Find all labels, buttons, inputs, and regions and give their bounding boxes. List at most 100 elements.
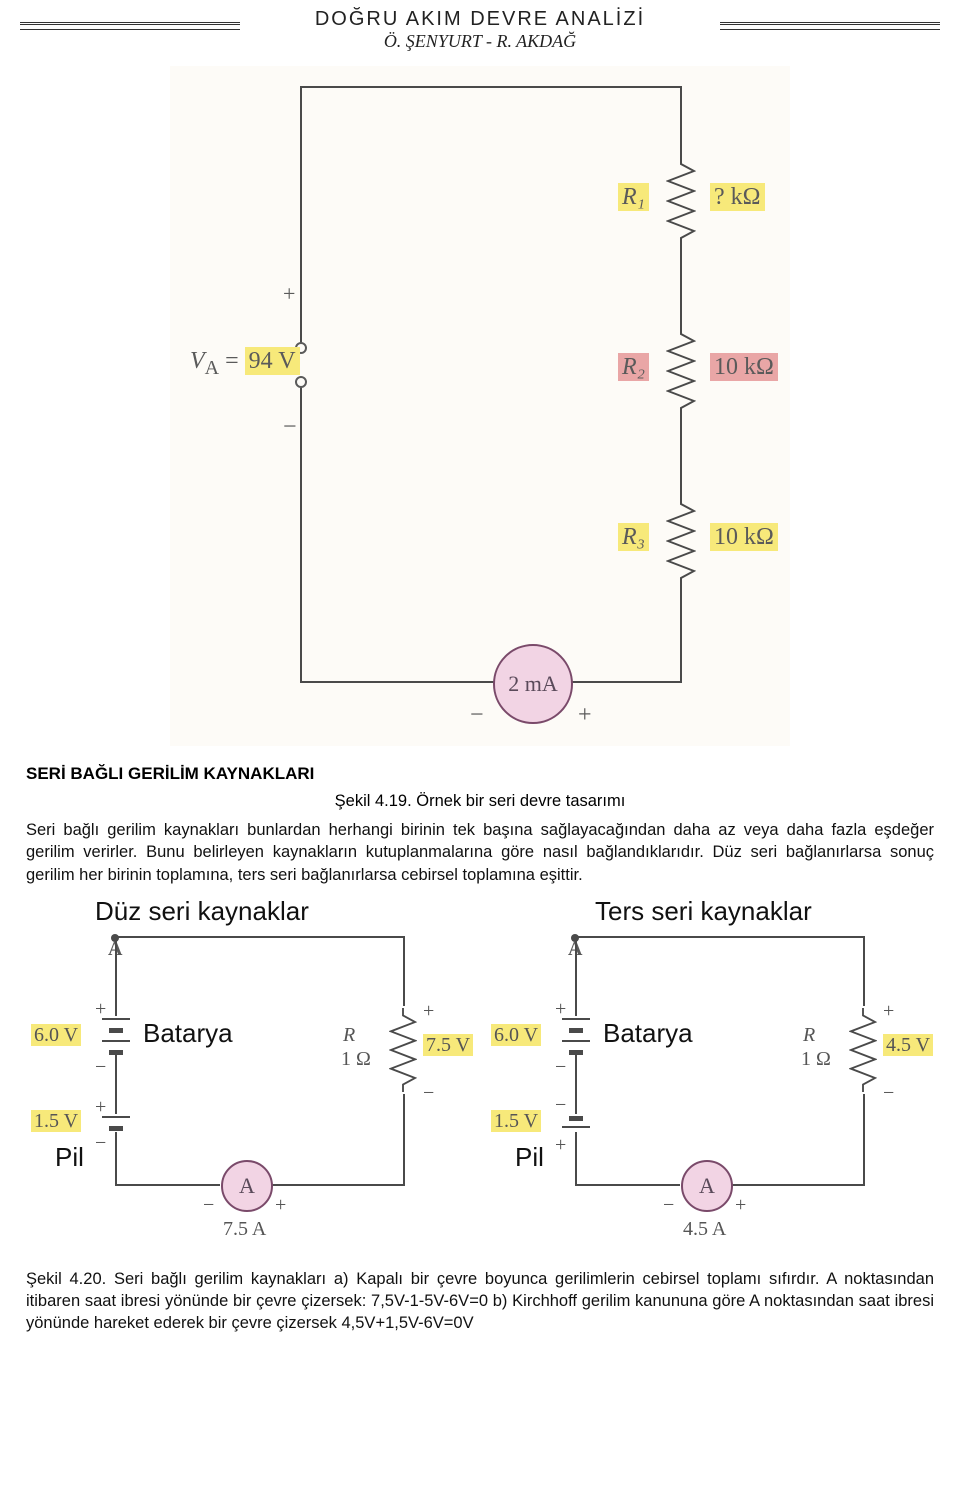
fig2a-pil-p2 [109,1126,123,1131]
fig2b-wire-r2 [863,1094,865,1186]
fig2a-r-label: R [343,1024,355,1047]
wire-right-seg3 [680,416,682,496]
va-sub: A [205,357,219,379]
fig2a-resistor [389,1006,417,1094]
figure-1-caption: Şekil 4.19. Örnek bir seri devre tasarım… [0,792,960,811]
fig2a-wire-l3 [115,1132,117,1184]
fig2a-batt-plus: + [95,998,106,1021]
fig2b-wire-br [730,1184,865,1186]
wire-bottom-left [300,681,495,683]
fig2a-batt-minus: − [95,1056,106,1079]
resistor-r3 [666,496,696,586]
wire-right-seg4 [680,586,682,681]
section-title: SERİ BAĞLI GERİLİM KAYNAKLARI [26,764,960,784]
fig2b-batt-stub [575,1054,577,1064]
resistor-r2 [666,326,696,416]
fig2b-pil-label: Pil [515,1142,544,1173]
fig2a-wire-l1 [115,936,117,1016]
r2-name: R₂ [618,353,649,381]
fig2a-batt-p3 [102,1040,130,1042]
header-rule-left [20,22,240,30]
fig2a-wire-br [270,1184,405,1186]
fig2b-r-label: R [803,1024,815,1047]
r1-value: ? kΩ [710,183,765,211]
figure-2a: Düz seri kaynaklar A + − 6.0 V Batarya +… [25,894,475,1254]
r1-value-wrap: ? kΩ [710,184,765,211]
fig2b-wire-l1 [575,936,577,1016]
r2-value: 10 kΩ [710,353,778,381]
fig2b-resistor [849,1006,877,1094]
fig2b-batt-plus: + [555,998,566,1021]
wire-right-seg2 [680,246,682,326]
fig2a-r-drop: 7.5 V [423,1034,473,1057]
fig2b-wire-top [575,936,865,938]
ammeter-plus: + [578,702,592,729]
fig2b-batt-v: 6.0 V [491,1024,541,1047]
fig2b-batt-p3 [562,1040,590,1042]
fig2b-r-minus: − [883,1082,894,1105]
wire-bottom-right [570,681,682,683]
fig2a-wire-r2 [403,1094,405,1186]
fig2a-r-plus: + [423,1000,434,1023]
ammeter-minus: − [470,702,484,729]
figure-2-wrap: Düz seri kaynaklar A + − 6.0 V Batarya +… [0,894,960,1254]
wire-right-seg1 [680,86,682,156]
r2-label: R₂ [618,354,649,381]
paragraph-1: Seri bağlı gerilim kaynakları bunlardan … [26,819,934,886]
r2-value-wrap: 10 kΩ [710,354,778,381]
header-rule-right [720,22,940,30]
fig2a-wire-bl [115,1184,220,1186]
fig2b-wire-bl [575,1184,680,1186]
fig2b-r-drop: 4.5 V [883,1034,933,1057]
fig2a-amm-plus: + [275,1194,286,1217]
fig2b-wire-r1 [863,936,865,1006]
fig2a-amm-minus: − [203,1194,214,1217]
fig2a-wire-l2 [115,1064,117,1114]
wire-left-upper [300,86,302,346]
fig2b-batt-p2 [569,1028,583,1033]
fig2a-r-val: 1 Ω [341,1048,371,1071]
figure-1-circuit: + − VA = 94 V R₁ ? kΩ R₂ 10 kΩ R₃ 10 kΩ … [170,66,790,746]
fig2a-pil-minus: − [95,1132,106,1155]
fig2b-r-val: 1 Ω [801,1048,831,1071]
va-value: 94 V [245,347,300,375]
fig2a-pil-v: 1.5 V [31,1110,81,1133]
fig2b-amm-minus: − [663,1194,674,1217]
fig2b-pil-plus: + [555,1134,566,1157]
fig2b-amm-plus: + [735,1194,746,1217]
fig2b-batt-minus: − [555,1056,566,1079]
fig2b-amm-val: 4.5 A [683,1218,726,1241]
r3-label: R₃ [618,524,649,551]
r1-name: R₁ [618,183,649,211]
fig2b-pil-v: 1.5 V [491,1110,541,1133]
header-subtitle: Ö. ŞENYURT - R. AKDAĞ [0,31,960,52]
va-letter: V [190,348,205,374]
fig2a-ammeter: A [221,1160,273,1212]
r3-name: R₃ [618,523,649,551]
fig2b-r-plus: + [883,1000,894,1023]
ammeter: 2 mA [493,644,573,724]
fig2a-pil-plus: + [95,1096,106,1119]
fig2a-batt-p2 [109,1028,123,1033]
fig2b-title: Ters seri kaynaklar [595,896,812,927]
fig2b-ammeter: A [681,1160,733,1212]
fig2b-pil-minus: − [555,1094,566,1117]
fig2b-wire-l2 [575,1064,577,1114]
r3-value-wrap: 10 kΩ [710,524,778,551]
r3-value: 10 kΩ [710,523,778,551]
fig2b-wire-l3 [575,1132,577,1184]
fig2a-batt-label: Batarya [143,1018,233,1049]
fig2a-amm-val: 7.5 A [223,1218,266,1241]
page-header: DOĞRU AKIM DEVRE ANALİZİ Ö. ŞENYURT - R.… [0,0,960,56]
source-minus: − [283,414,297,441]
figure-2b: Ters seri kaynaklar A + − 6.0 V Batarya … [485,894,935,1254]
figure-2-caption: Şekil 4.20. Seri bağlı gerilim kaynaklar… [26,1268,934,1335]
resistor-r1 [666,156,696,246]
fig2a-pil-label: Pil [55,1142,84,1173]
source-va: VA = 94 V [190,348,300,380]
fig2b-pil-p2 [562,1126,590,1128]
fig2a-batt-v: 6.0 V [31,1024,81,1047]
wire-left-lower [300,381,302,681]
fig2a-wire-r1 [403,936,405,1006]
fig2a-title: Düz seri kaynaklar [95,896,309,927]
